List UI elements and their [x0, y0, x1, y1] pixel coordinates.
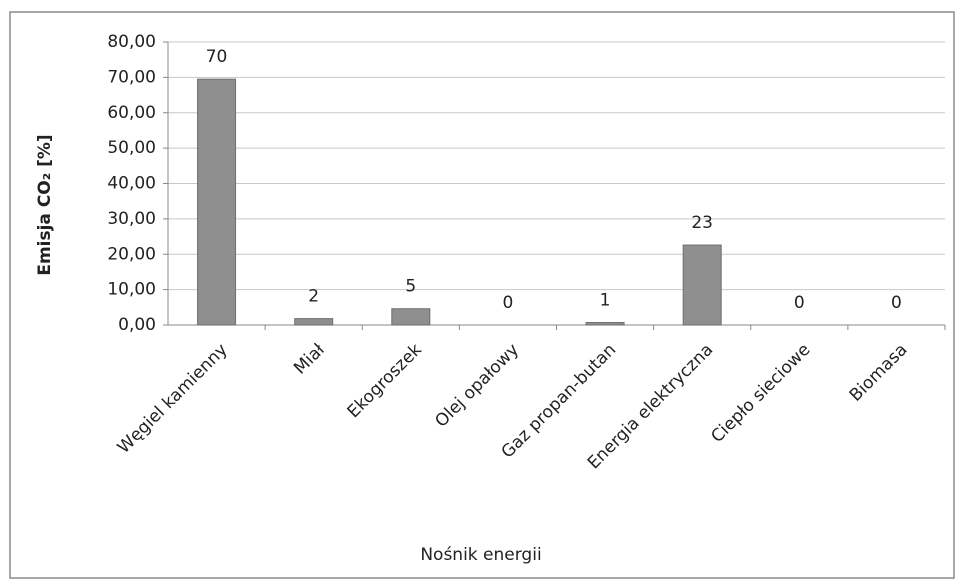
- value-label: 0: [891, 293, 902, 313]
- value-label: 0: [794, 293, 805, 313]
- bar: [391, 308, 431, 326]
- value-label: 23: [691, 213, 713, 233]
- y-tick-label: 30,00: [107, 209, 156, 229]
- y-tick-label: 70,00: [107, 67, 156, 87]
- chart-frame: [9, 11, 955, 579]
- value-label: 5: [405, 277, 416, 297]
- y-tick-label: 0,00: [118, 315, 156, 335]
- y-tick-label: 50,00: [107, 138, 156, 158]
- value-label: 2: [308, 287, 319, 307]
- bar: [585, 322, 625, 326]
- bar: [682, 244, 722, 326]
- y-axis-title: Emisja CO₂ [%]: [35, 134, 55, 275]
- y-tick-label: 10,00: [107, 280, 156, 300]
- y-tick-label: 60,00: [107, 103, 156, 123]
- y-tick-label: 80,00: [107, 32, 156, 52]
- value-label: 70: [206, 47, 228, 67]
- value-label: 0: [503, 293, 514, 313]
- x-axis-title: Nośnik energii: [420, 545, 541, 565]
- y-tick-label: 20,00: [107, 244, 156, 264]
- value-label: 1: [600, 291, 611, 311]
- bar: [294, 318, 334, 326]
- bar: [197, 78, 237, 326]
- y-tick-label: 40,00: [107, 174, 156, 194]
